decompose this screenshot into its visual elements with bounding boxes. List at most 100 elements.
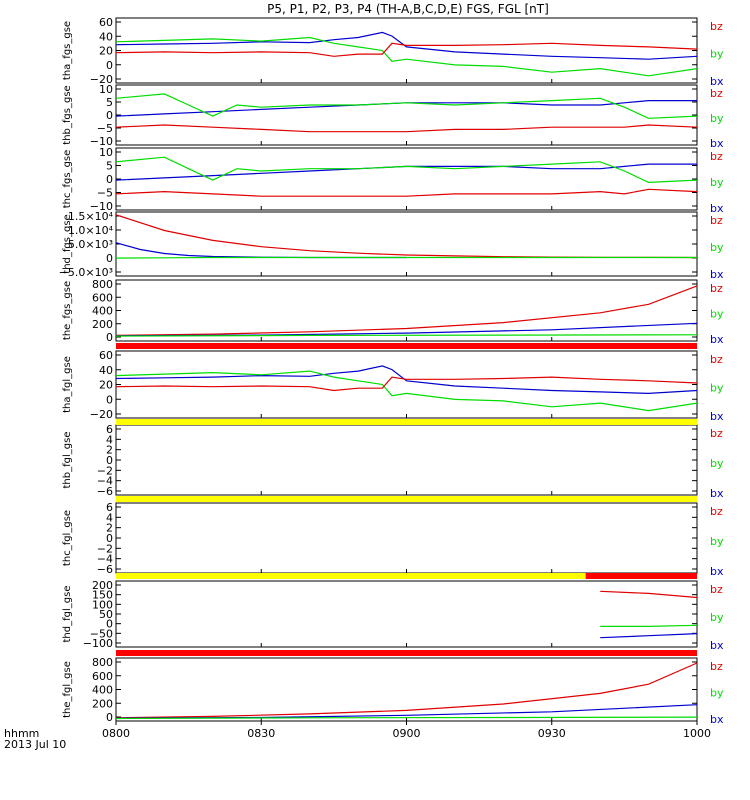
y-tick-label: −100 (83, 637, 113, 650)
series-by-line (115, 370, 698, 412)
legend-bx: bx (710, 565, 724, 578)
y-axis-label: the_fgl_gse (62, 661, 73, 718)
y-tick-label: 20 (99, 379, 113, 392)
x-tick-label: 0830 (247, 727, 275, 740)
series-bz-line (115, 662, 698, 719)
legend-bx: bx (710, 268, 724, 281)
y-tick-label: 600 (92, 670, 113, 683)
y-tick-label: 0 (106, 173, 113, 186)
legend-bz: bz (710, 282, 723, 295)
y-tick-label: −20 (90, 408, 113, 421)
y-tick-label: 2 (106, 444, 113, 457)
legend-by: by (710, 687, 724, 700)
y-tick-label: −50 (90, 627, 113, 640)
y-axis-label: thd_fgs_gse (62, 214, 73, 273)
legend-bx: bx (710, 202, 724, 215)
panel-6: 60 40 200 −20 tha_fgl_gse bz by bx (62, 349, 724, 423)
legend-bx: bx (710, 713, 724, 726)
y-tick-label: −4 (97, 475, 113, 488)
series-bz-line (115, 376, 698, 392)
series-bx-line (115, 365, 698, 395)
status-bar-segment (116, 496, 697, 502)
y-tick-label: 400 (92, 305, 113, 318)
legend-by: by (710, 457, 724, 470)
y-tick-label: 6 (106, 423, 113, 436)
time-axis: 0800 0830 0900 0930 1000 (102, 721, 711, 740)
legend-bz: bz (710, 87, 723, 100)
legend-bz: bz (710, 20, 723, 33)
y-tick-label: 5.0×10³ (68, 238, 113, 251)
y-tick-label: 0 (106, 618, 113, 631)
x-tick-label: 0800 (102, 727, 130, 740)
y-axis-label: tha_fgl_gse (62, 356, 73, 413)
series-by-line (115, 36, 698, 77)
series-by-line (115, 334, 698, 337)
y-tick-label: 200 (92, 318, 113, 331)
series-by-line (115, 156, 698, 184)
series-by-line (600, 624, 698, 627)
y-tick-label: −2 (97, 464, 113, 477)
y-tick-label: 0 (106, 331, 113, 344)
series-bx-line (600, 633, 698, 639)
y-tick-label: 60 (99, 16, 113, 29)
y-tick-label: 100 (92, 598, 113, 611)
legend-by: by (710, 308, 724, 321)
legend-bz: bz (710, 660, 723, 673)
y-tick-label: 200 (92, 579, 113, 592)
y-tick-label: 20 (99, 45, 113, 58)
legend-by: by (710, 48, 724, 61)
series-bx-line (115, 163, 697, 181)
y-tick-label: −10 (90, 200, 113, 213)
status-bars-group (116, 343, 697, 656)
y-tick-label: 4 (106, 511, 113, 524)
y-tick-label: 0 (106, 393, 113, 406)
legend-by: by (710, 382, 724, 395)
legend-bx: bx (710, 487, 724, 500)
series-bz-line (115, 285, 698, 336)
y-tick-label: 0 (106, 532, 113, 545)
y-axis-label: thc_fgs_gse (62, 150, 73, 209)
y-tick-label: 0 (106, 59, 113, 72)
y-tick-label: −5 (97, 122, 113, 135)
legend-bz: bz (710, 214, 723, 227)
series-bx-line (115, 100, 697, 117)
time-label: hhmm (4, 727, 39, 740)
legend-bx: bx (710, 639, 724, 652)
y-tick-label: 4 (106, 433, 113, 446)
legend-bz: bz (710, 353, 723, 366)
series-bx-line (115, 31, 698, 60)
legend-by: by (710, 176, 724, 189)
x-tick-label: 0900 (393, 727, 421, 740)
y-tick-label: −6 (97, 563, 113, 576)
y-tick-label: 2 (106, 522, 113, 535)
status-bar-segment (116, 573, 586, 579)
y-tick-label: 40 (99, 364, 113, 377)
legend-bz: bz (710, 427, 723, 440)
y-tick-label: −10 (90, 135, 113, 148)
legend-bx: bx (710, 137, 724, 150)
y-tick-label: 200 (92, 697, 113, 710)
y-axis-label: thb_fgl_gse (62, 432, 73, 489)
series-bz-line (115, 188, 698, 197)
y-tick-label: −20 (90, 73, 113, 86)
y-tick-label: 800 (92, 278, 113, 291)
y-tick-label: 0 (106, 711, 113, 724)
y-tick-label: 50 (99, 608, 113, 621)
plot-title: P5, P1, P2, P3, P4 (TH-A,B,C,D,E) FGS, F… (267, 2, 549, 16)
y-tick-label: 150 (92, 589, 113, 602)
x-tick-label: 1000 (683, 727, 711, 740)
y-tick-label: 6 (106, 501, 113, 514)
series-by-line (115, 256, 697, 259)
legend-bz: bz (710, 583, 723, 596)
x-tick-label: 0930 (538, 727, 566, 740)
y-tick-label: 40 (99, 30, 113, 43)
y-tick-label: 5 (106, 160, 113, 173)
y-tick-label: 60 (99, 349, 113, 362)
y-tick-label: 800 (92, 656, 113, 669)
